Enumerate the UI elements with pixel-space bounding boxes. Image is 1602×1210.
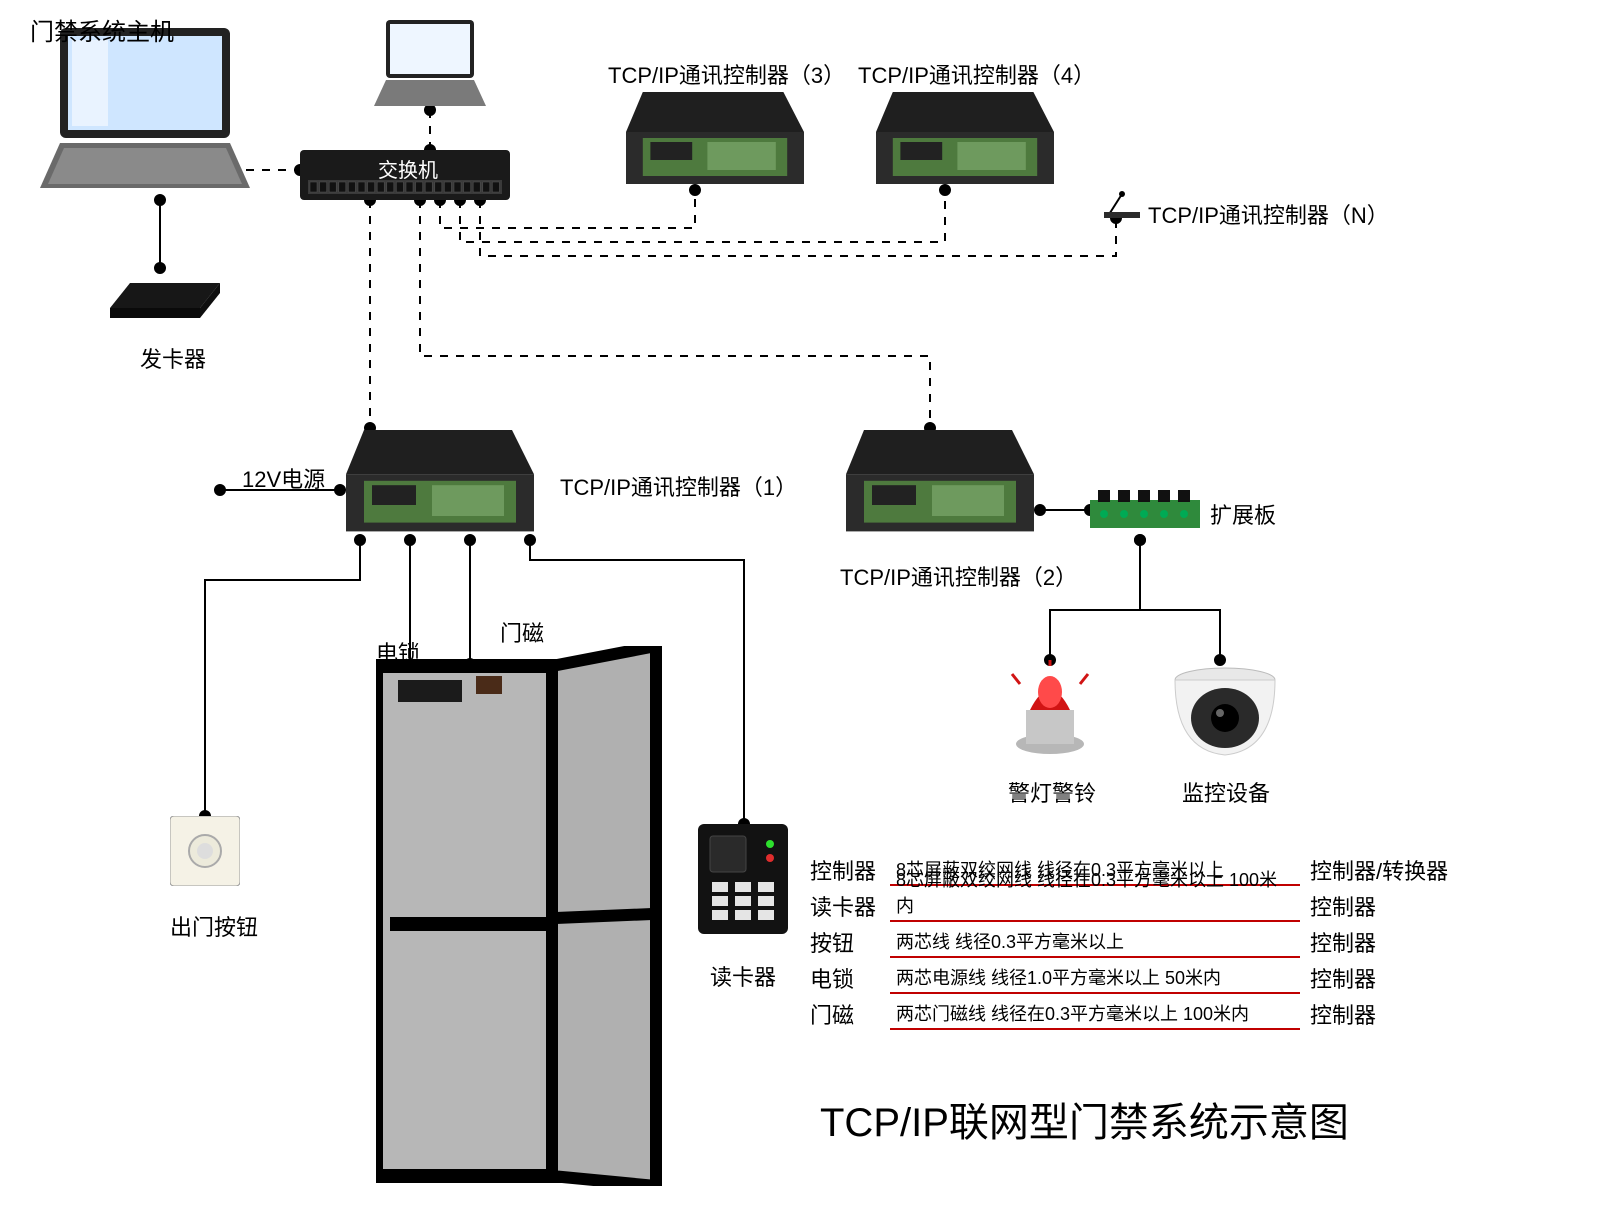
wiring-mid: 两芯电源线 线径1.0平方毫米以上 50米内 xyxy=(890,964,1300,994)
wiring-left: 控制器 xyxy=(810,854,890,886)
label-psu: 12V电源 xyxy=(242,462,325,494)
surveillance-camera xyxy=(1170,660,1280,760)
door xyxy=(376,646,666,1186)
controller-n-icon xyxy=(1100,190,1144,220)
label-door-sensor: 门磁 xyxy=(500,616,544,648)
label-ctrl4: TCP/IP通讯控制器（4） xyxy=(858,58,1095,90)
secondary-laptop xyxy=(370,20,490,110)
alarm-device xyxy=(1010,660,1090,760)
label-alarm: 警灯警铃 xyxy=(1008,776,1096,808)
label-card-issuer: 发卡器 xyxy=(140,342,206,374)
controller-2 xyxy=(840,428,1040,538)
label-expander: 扩展板 xyxy=(1210,498,1276,530)
label-ctrl2: TCP/IP通讯控制器（2） xyxy=(840,560,1077,592)
wiring-row: 按钮两芯线 线径0.3平方毫米以上控制器 xyxy=(810,922,1450,958)
diagram-title: TCP/IP联网型门禁系统示意图 xyxy=(820,1090,1349,1148)
wiring-left: 门磁 xyxy=(810,998,890,1030)
label-camera: 监控设备 xyxy=(1182,776,1270,808)
controller-3 xyxy=(620,90,810,190)
label-ctrln: TCP/IP通讯控制器（N） xyxy=(1148,198,1389,230)
wiring-left: 读卡器 xyxy=(810,890,890,922)
wiring-right: 控制器 xyxy=(1300,890,1450,922)
controller-1 xyxy=(340,428,540,538)
card-issuer xyxy=(110,268,220,323)
wiring-left: 电锁 xyxy=(810,962,890,994)
wiring-row: 电锁两芯电源线 线径1.0平方毫米以上 50米内控制器 xyxy=(810,958,1450,994)
controller-4 xyxy=(870,90,1060,190)
exit-button xyxy=(170,816,240,886)
host-laptop xyxy=(30,28,260,208)
label-exit-button: 出门按钮 xyxy=(170,910,258,942)
expander-board xyxy=(1090,480,1200,540)
diagram-canvas: 门禁系统主机 交换机 发卡器 TCP/IP通讯控制器（3） TCP/IP通讯控制… xyxy=(0,0,1602,1210)
wiring-left: 按钮 xyxy=(810,926,890,958)
wiring-right: 控制器 xyxy=(1300,926,1450,958)
label-elock: 电锁 xyxy=(376,636,420,668)
wiring-right: 控制器/转换器 xyxy=(1300,854,1450,886)
label-host: 门禁系统主机 xyxy=(30,12,174,47)
wiring-right: 控制器 xyxy=(1300,998,1450,1030)
label-reader: 读卡器 xyxy=(710,960,776,992)
wiring-mid: 两芯线 线径0.3平方毫米以上 xyxy=(890,928,1300,958)
wiring-table: 控制器8芯屏蔽双绞网线 线径在0.3平方毫米以上控制器/转换器读卡器8芯屏蔽双绞… xyxy=(810,850,1450,1030)
wiring-mid: 8芯屏蔽双绞网线 线径在0.3平方毫米以上 100米内 xyxy=(890,866,1300,922)
wiring-right: 控制器 xyxy=(1300,962,1450,994)
label-switch: 交换机 xyxy=(378,154,438,183)
label-ctrl1: TCP/IP通讯控制器（1） xyxy=(560,470,797,502)
wiring-row: 门磁两芯门磁线 线径在0.3平方毫米以上 100米内控制器 xyxy=(810,994,1450,1030)
label-ctrl3: TCP/IP通讯控制器（3） xyxy=(608,58,845,90)
wiring-row: 读卡器8芯屏蔽双绞网线 线径在0.3平方毫米以上 100米内控制器 xyxy=(810,886,1450,922)
wiring-mid: 两芯门磁线 线径在0.3平方毫米以上 100米内 xyxy=(890,1000,1300,1030)
card-reader xyxy=(698,824,788,934)
